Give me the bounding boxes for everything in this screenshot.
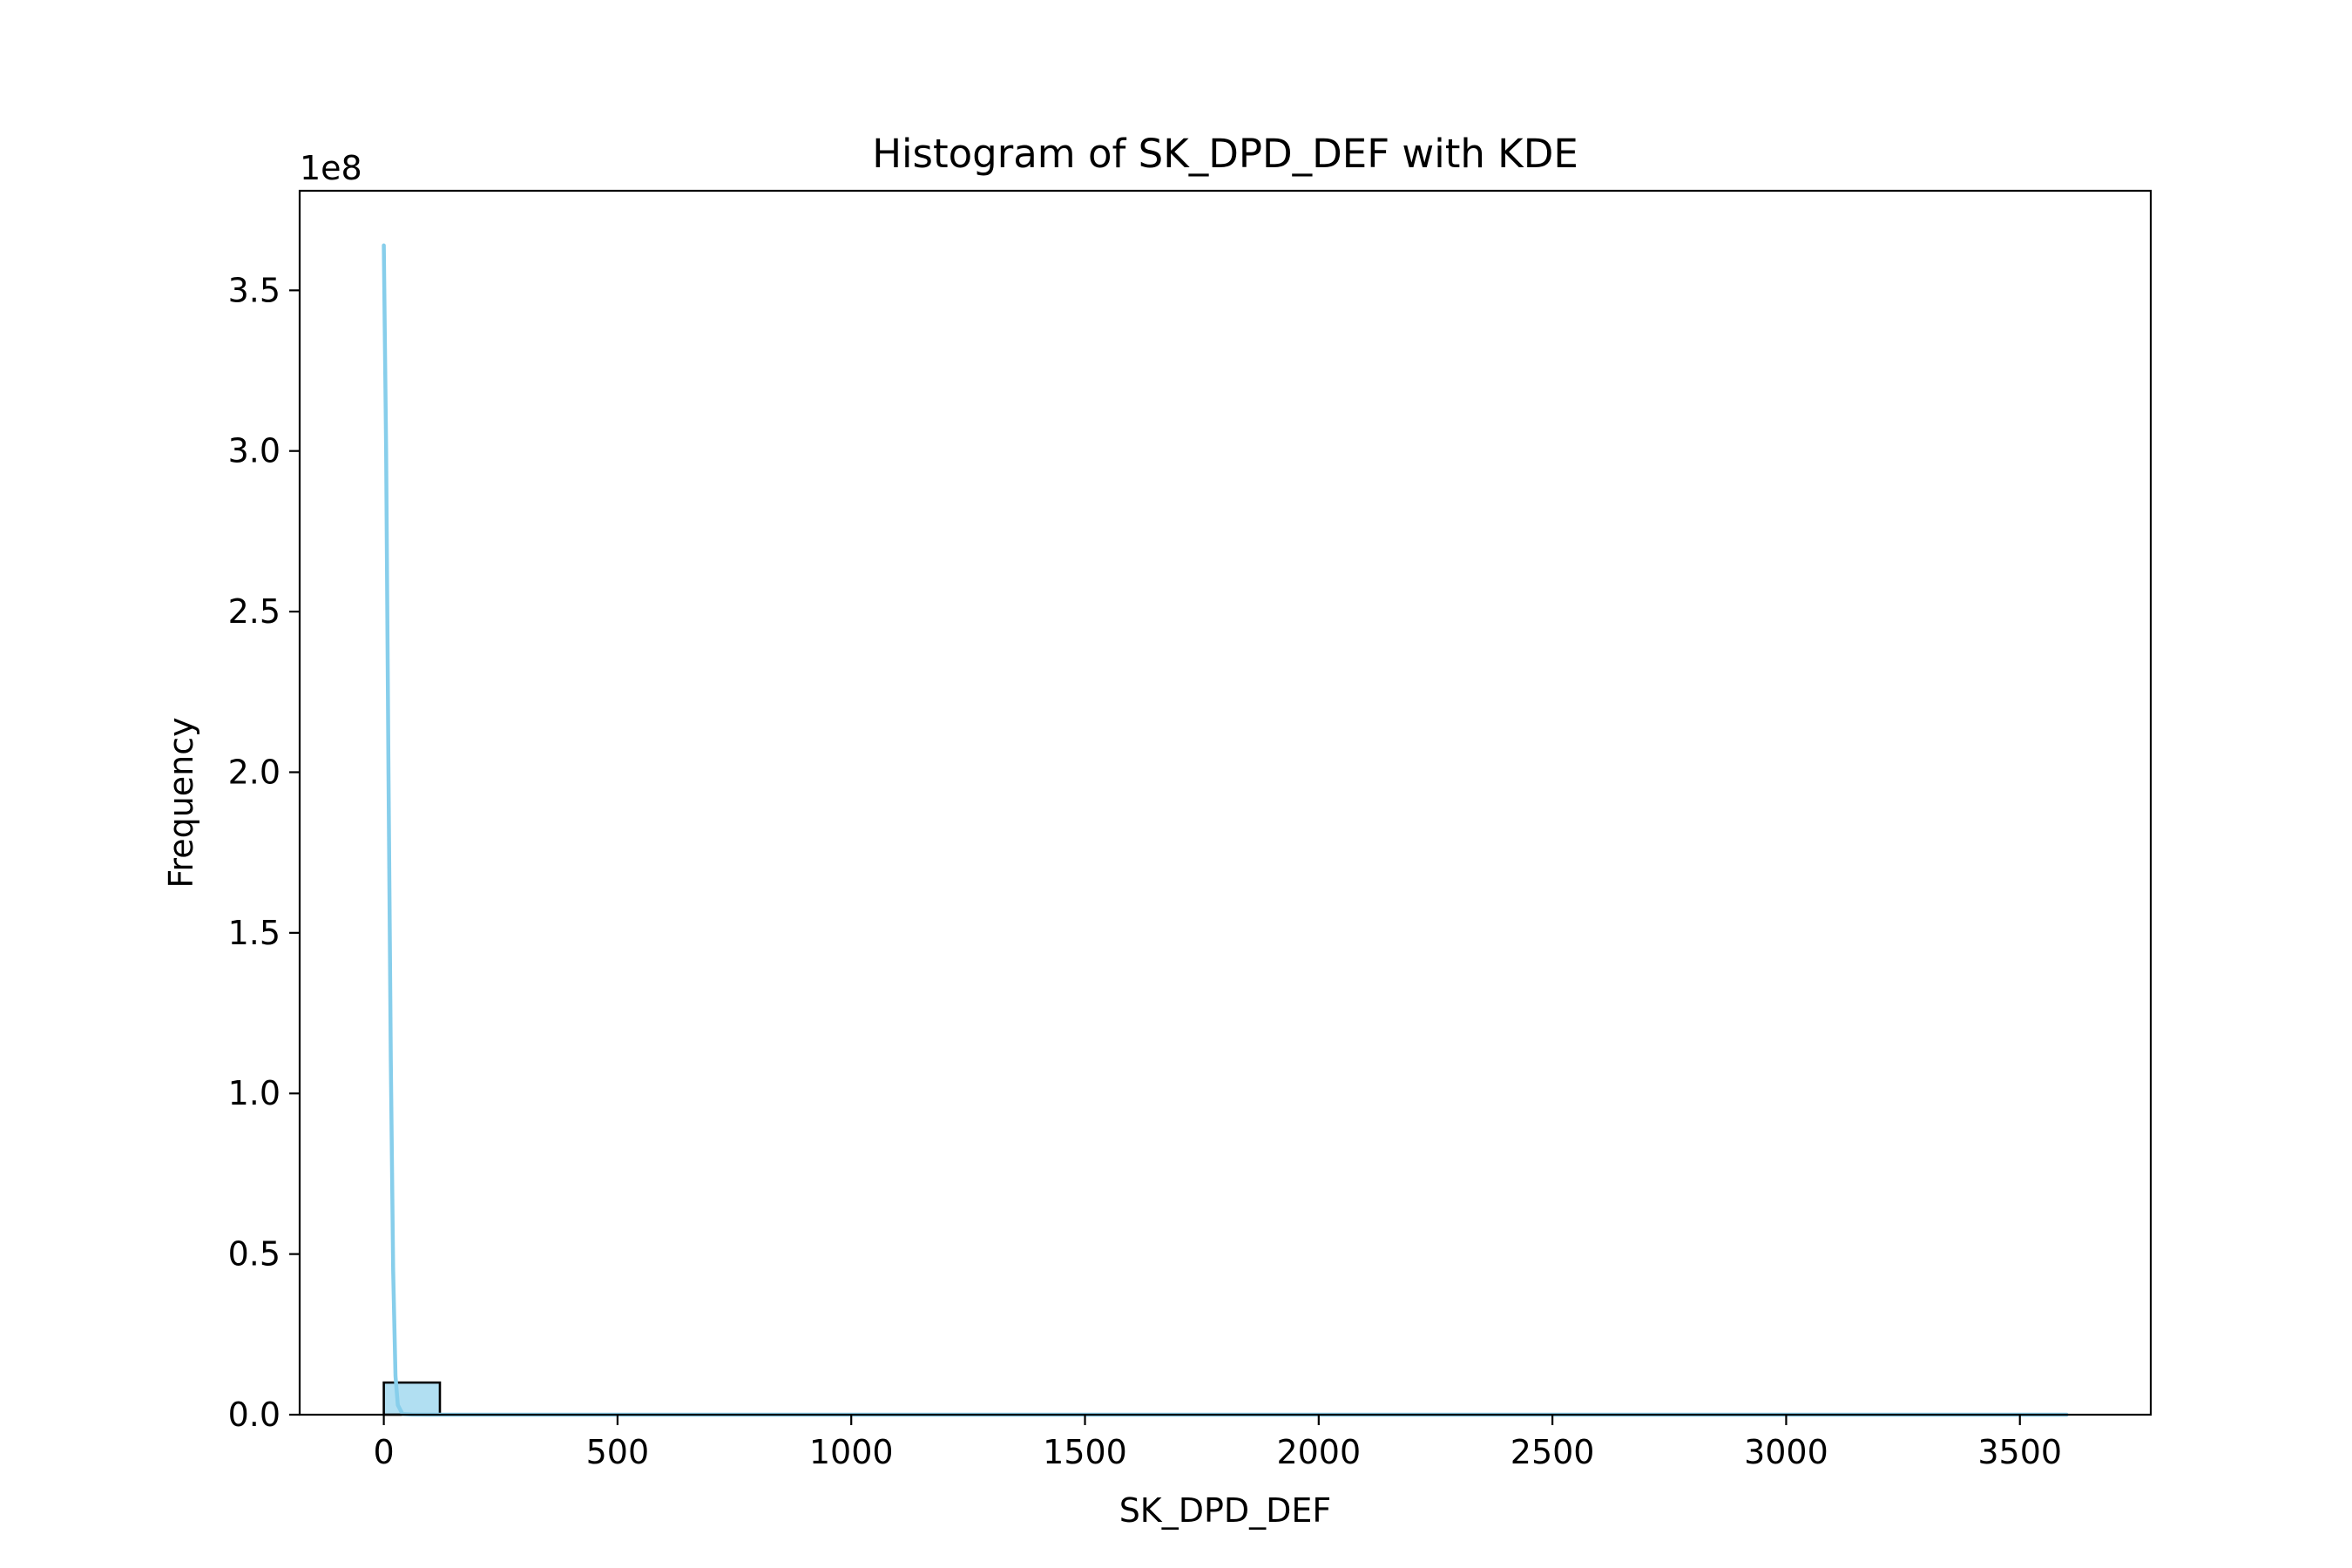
histogram-bar [382, 1381, 442, 1416]
y-axis-label: Frequency [162, 717, 200, 888]
x-axis-label: SK_DPD_DEF [1119, 1491, 1332, 1530]
y-tick-label: 1.5 [228, 914, 280, 952]
x-tick-label: 1500 [1043, 1433, 1127, 1471]
x-tick-label: 0 [373, 1433, 394, 1471]
y-tick-label: 3.0 [228, 432, 280, 470]
x-tick-label: 1000 [809, 1433, 894, 1471]
x-tick-label: 3500 [1977, 1433, 2062, 1471]
y-tick-label: 0.0 [228, 1396, 280, 1434]
y-axis-ticks: 0.0 0.5 1.0 1.5 2.0 2.5 3.0 3.5 [228, 271, 300, 1434]
y-tick-label: 3.5 [228, 271, 280, 309]
y-tick-label: 0.5 [228, 1235, 280, 1274]
x-tick-label: 2000 [1276, 1433, 1361, 1471]
axes-frame [298, 189, 2153, 1416]
y-tick-label: 1.0 [228, 1074, 280, 1112]
y-axis-offset-text: 1e8 [300, 149, 362, 187]
y-tick-label: 2.0 [228, 753, 280, 791]
y-tick-label: 2.5 [228, 592, 280, 631]
x-tick-label: 3000 [1744, 1433, 1828, 1471]
chart-title: Histogram of SK_DPD_DEF with KDE [872, 131, 1578, 177]
x-tick-label: 2500 [1511, 1433, 1595, 1471]
x-axis-ticks: 0 500 1000 1500 2000 2500 3000 3500 [373, 1415, 2062, 1471]
x-tick-label: 500 [586, 1433, 650, 1471]
